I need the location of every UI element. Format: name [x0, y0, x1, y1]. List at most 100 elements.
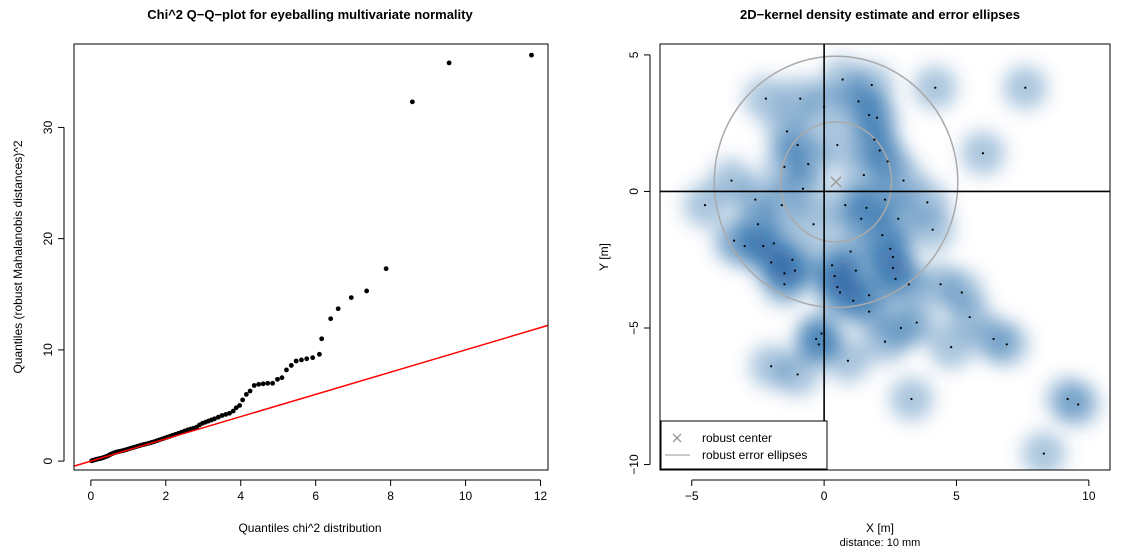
qq-point: [247, 388, 253, 394]
legend-label-center: robust center: [702, 431, 772, 445]
kde-point: [960, 291, 963, 294]
qq-point: [230, 408, 236, 414]
kde-y-tick-label: 5: [627, 51, 641, 58]
qq-point: [270, 380, 275, 386]
kde-point: [881, 234, 884, 237]
qq-x-tick-label: 2: [162, 489, 169, 503]
kde-x-tick-label: 5: [953, 489, 960, 503]
kde-y-tick-label: 0: [627, 188, 641, 195]
kde-density-blob: [1021, 431, 1066, 470]
kde-point: [854, 269, 857, 272]
kde-point: [868, 310, 871, 313]
kde-point: [762, 244, 765, 248]
kde-point: [852, 299, 855, 302]
qq-point: [212, 416, 217, 422]
kde-point: [820, 332, 823, 335]
kde-point: [1077, 403, 1080, 406]
kde-point: [926, 201, 929, 204]
kde-point: [764, 97, 767, 100]
kde-error-ellipses: [713, 55, 959, 309]
qq-x-tick-label: 4: [237, 489, 244, 503]
kde-point: [883, 340, 887, 343]
kde-point: [992, 337, 995, 341]
kde-point: [796, 373, 799, 376]
kde-point: [838, 291, 842, 294]
qq-x-tick-label: 0: [88, 489, 95, 503]
qq-point: [223, 411, 229, 417]
qq-point: [348, 295, 354, 300]
qq-y-tick-label: 0: [41, 457, 55, 464]
kde-point: [799, 97, 802, 100]
kde-point: [849, 250, 852, 253]
qq-x-tick-label: 8: [387, 489, 394, 503]
qq-point: [529, 52, 534, 58]
kde-point: [889, 247, 892, 250]
kde-legend: robust center robust error ellipses: [660, 420, 828, 470]
qq-point: [237, 403, 243, 408]
qq-point: [215, 414, 221, 420]
kde-point: [756, 223, 760, 226]
qq-point: [335, 306, 341, 312]
kde-point: [870, 83, 873, 87]
kde-point: [886, 160, 889, 163]
kde-x-tick-label: −5: [685, 489, 699, 503]
kde-point: [801, 187, 805, 190]
kde-point: [783, 272, 786, 275]
kde-point: [770, 261, 773, 264]
kde-point: [899, 326, 902, 330]
kde-point: [785, 130, 789, 133]
qq-point: [240, 397, 246, 403]
qq-point: [256, 381, 262, 387]
kde-point: [836, 143, 839, 147]
qq-point: [304, 356, 310, 362]
kde-point: [836, 285, 839, 289]
kde-point: [1042, 452, 1045, 455]
kde-point: [915, 321, 918, 324]
qq-plot-frame: [73, 43, 549, 471]
qq-plot-x-axis: 0 2 4 6 8 10 12: [88, 479, 548, 503]
qq-plot-y-axis: 0 10 20 30: [41, 120, 65, 464]
qq-y-tick-label: 20: [41, 232, 55, 246]
kde-point: [878, 149, 881, 152]
kde-point: [754, 198, 757, 201]
kde-point: [891, 266, 895, 270]
kde-point: [902, 179, 905, 182]
kde-point: [783, 165, 786, 168]
qq-point: [288, 363, 294, 368]
kde-panel: 2D−kernel density estimate and error ell…: [597, 7, 1111, 549]
kde-x-sublabel: distance: 10 mm: [840, 537, 921, 549]
kde-point: [772, 242, 775, 245]
qq-plot-panel: Chi^2 Q−Q−plot for eyeballing multivaria…: [11, 7, 549, 535]
kde-point: [783, 283, 786, 286]
qq-point: [275, 376, 280, 382]
kde-point: [1066, 397, 1069, 401]
kde-zero-lines: [660, 44, 1110, 470]
qq-point: [299, 357, 304, 363]
kde-point: [907, 283, 910, 286]
kde-point: [897, 217, 900, 220]
qq-point: [243, 391, 249, 397]
qq-point: [446, 60, 452, 66]
kde-point: [703, 204, 707, 207]
qq-point: [233, 405, 239, 411]
qq-point: [364, 288, 370, 294]
qq-y-tick-label: 10: [41, 343, 55, 357]
qq-plot-marks: [73, 52, 549, 467]
kde-point: [875, 116, 879, 119]
kde-x-tick-label: 10: [1082, 489, 1096, 503]
kde-point: [950, 346, 953, 349]
kde-point: [857, 100, 860, 103]
legend-label-ellipses: robust error ellipses: [702, 448, 807, 462]
kde-plot-area: [660, 44, 1110, 470]
kde-title: 2D−kernel density estimate and error ell…: [740, 7, 1020, 22]
kde-point: [1024, 86, 1027, 89]
qq-point: [251, 383, 257, 388]
kde-point: [817, 343, 820, 346]
qq-x-tick-label: 10: [459, 489, 473, 503]
kde-robust-center: [830, 176, 842, 188]
kde-frame: [659, 43, 1111, 471]
kde-point: [733, 239, 736, 242]
qq-point: [293, 358, 299, 364]
kde-point: [939, 283, 942, 286]
